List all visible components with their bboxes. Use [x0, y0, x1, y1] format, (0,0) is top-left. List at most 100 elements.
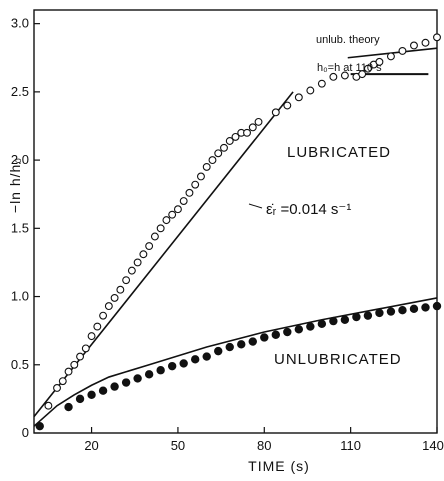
- data-point-lubricated: [410, 41, 418, 50]
- data-point-lubricated: [70, 360, 79, 369]
- data-point-lubricated: [185, 188, 194, 197]
- data-point-lubricated: [208, 156, 217, 165]
- x-tick-label: 20: [84, 438, 98, 453]
- data-point-unlubricated: [214, 346, 223, 356]
- data-point-unlubricated: [87, 390, 96, 399]
- data-point-lubricated: [133, 258, 142, 267]
- data-point-unlubricated: [64, 402, 73, 412]
- data-point-lubricated: [122, 276, 131, 285]
- y-tick-label: 3.0: [11, 16, 29, 31]
- data-point-lubricated: [197, 172, 205, 181]
- data-point-lubricated: [243, 128, 251, 137]
- data-point-unlubricated: [167, 361, 177, 371]
- axis-ticks: [34, 23, 438, 434]
- data-point-lubricated: [254, 117, 263, 126]
- data-point-unlubricated: [248, 337, 257, 346]
- data-point-unlubricated: [363, 311, 373, 320]
- data-point-lubricated: [58, 377, 67, 386]
- data-point-lubricated: [202, 162, 211, 171]
- data-point-lubricated: [214, 149, 223, 158]
- data-point-unlubricated: [386, 307, 396, 316]
- data-point-unlubricated: [329, 316, 338, 326]
- plot-area-border: [33, 9, 438, 434]
- annotation-lubricated: LUBRICATED: [287, 144, 391, 161]
- data-point-unlubricated: [225, 342, 234, 352]
- data-point-lubricated: [162, 216, 171, 225]
- data-point-lubricated: [421, 38, 430, 47]
- data-point-lubricated: [53, 384, 61, 392]
- annotation-h0-reference: h₀=h at 110 s: [317, 62, 382, 74]
- data-point-lubricated: [93, 322, 102, 331]
- data-point-lubricated: [225, 137, 234, 145]
- data-point-lubricated: [363, 64, 372, 73]
- data-point-lubricated: [231, 132, 240, 141]
- annotation-unlubricated: UNLUBRICATED: [274, 351, 402, 368]
- data-point-unlubricated: [421, 303, 430, 312]
- data-point-lubricated: [220, 143, 228, 152]
- data-point-unlubricated: [98, 386, 108, 395]
- y-tick-label: 0.5: [11, 357, 29, 372]
- axis-tick-labels: 20 50 80 110 140 0 0.5 1.0 1.5 2.0 2.5 3.0: [11, 16, 444, 453]
- data-point-unlubricated: [156, 366, 165, 375]
- data-point-unlubricated: [121, 378, 131, 387]
- data-point-unlubricated: [260, 333, 269, 342]
- data-point-lubricated: [145, 242, 154, 251]
- x-tick-label: 80: [257, 438, 271, 453]
- data-point-lubricated: [139, 250, 148, 259]
- data-point-unlubricated: [271, 330, 280, 339]
- y-tick-label: 1.0: [11, 289, 29, 304]
- x-tick-label: 110: [340, 438, 361, 453]
- data-point-lubricated: [64, 367, 73, 376]
- data-point-unlubricated: [409, 304, 419, 314]
- data-point-unlubricated: [352, 312, 361, 322]
- data-point-lubricated: [375, 57, 384, 66]
- x-tick-label: 50: [171, 438, 185, 453]
- data-point-unlubricated: [133, 374, 142, 383]
- data-point-unlubricated: [283, 327, 292, 337]
- data-point-lubricated: [179, 197, 188, 205]
- strain-rate-leader: [248, 203, 263, 209]
- data-point-lubricated: [248, 123, 257, 132]
- data-point-lubricated: [81, 344, 90, 353]
- data-point-unlubricated: [375, 308, 384, 318]
- data-point-lubricated: [150, 232, 159, 241]
- data-point-lubricated: [294, 93, 303, 102]
- y-tick-label: 0: [22, 425, 29, 440]
- data-point-lubricated: [99, 311, 108, 320]
- data-point-lubricated: [168, 210, 177, 219]
- data-point-unlubricated: [144, 370, 154, 379]
- data-point-lubricated: [156, 224, 165, 233]
- data-point-unlubricated: [317, 319, 327, 329]
- data-point-lubricated: [104, 302, 113, 311]
- data-point-unlubricated: [398, 305, 407, 315]
- y-tick-label: 2.5: [11, 84, 29, 99]
- data-point-unlubricated: [75, 394, 85, 404]
- data-point-unlubricated: [306, 322, 315, 331]
- data-points: [35, 33, 442, 431]
- data-point-lubricated: [127, 266, 136, 275]
- data-point-lubricated: [116, 285, 125, 294]
- data-point-lubricated: [433, 33, 441, 42]
- data-point-lubricated: [110, 293, 119, 302]
- theory-line-unlubricated: [33, 297, 438, 427]
- annotation-strain-rate: ε̇ᵣ =0.014 s⁻¹: [266, 201, 351, 218]
- data-point-lubricated: [44, 401, 53, 410]
- plot-frame: [33, 9, 438, 434]
- data-point-unlubricated: [202, 352, 211, 361]
- x-tick-label: 140: [422, 438, 444, 453]
- data-point-lubricated: [191, 180, 200, 189]
- data-point-lubricated: [283, 101, 292, 110]
- data-point-lubricated: [329, 72, 338, 81]
- data-point-lubricated: [306, 86, 315, 95]
- data-point-unlubricated: [340, 315, 350, 324]
- data-point-unlubricated: [294, 325, 304, 334]
- data-point-lubricated: [76, 352, 85, 361]
- y-tick-label: 1.5: [11, 220, 29, 235]
- data-point-lubricated: [340, 71, 349, 80]
- data-point-lubricated: [358, 70, 367, 79]
- data-point-lubricated: [271, 108, 280, 117]
- annotation-unlub-theory: unlub. theory: [316, 34, 380, 46]
- data-point-lubricated: [317, 79, 326, 88]
- data-point-unlubricated: [237, 340, 246, 349]
